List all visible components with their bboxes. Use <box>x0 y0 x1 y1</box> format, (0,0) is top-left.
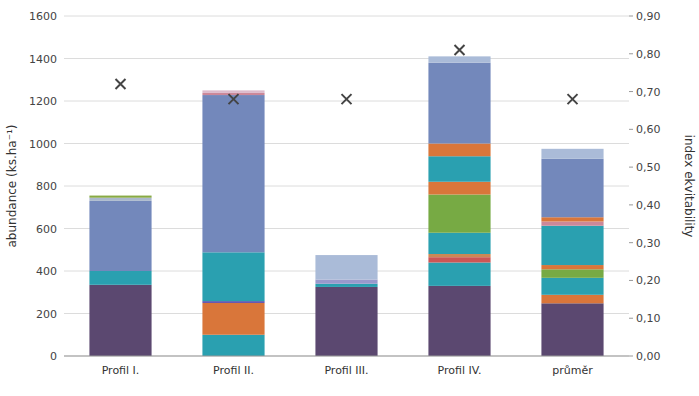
bar-segment <box>428 233 490 254</box>
bar-segment <box>202 93 264 95</box>
grid-line <box>64 58 629 59</box>
bar-segment <box>541 265 603 269</box>
y2-tick <box>629 91 633 92</box>
bar-segment <box>541 149 603 159</box>
y-tick-label: 1200 <box>29 95 57 108</box>
bar-segment <box>202 303 264 335</box>
y2-tick <box>629 167 633 168</box>
bar-segment <box>202 335 264 356</box>
bar-segment <box>428 254 490 257</box>
y2-tick <box>629 129 633 130</box>
bar-segment <box>315 255 377 279</box>
x-tick-label: průměr <box>552 364 593 377</box>
y2-tick-label: 0,00 <box>636 350 661 363</box>
y2-tick <box>629 318 633 319</box>
bar-segment <box>428 257 490 262</box>
bar-segment <box>202 301 264 303</box>
x-tick-label: Profil II. <box>213 364 254 377</box>
grid-line <box>64 356 629 357</box>
bar-segment <box>315 284 377 287</box>
chart: 0 200 400 600 800 1000 1200 1400 1600 0,00 0,10 0,2… <box>0 0 699 396</box>
y2-tick-label: 0,40 <box>636 199 661 212</box>
marker <box>568 94 578 104</box>
y2-tick <box>629 242 633 243</box>
bar-segment <box>541 303 603 356</box>
bar-segment <box>428 156 490 182</box>
bar-segment <box>202 95 264 252</box>
y-tick-label: 200 <box>36 308 57 321</box>
grid <box>64 16 629 356</box>
marker <box>342 94 352 104</box>
y2-tick-label: 0,80 <box>636 48 661 61</box>
bar-segment <box>428 56 490 62</box>
marks <box>89 45 603 356</box>
bar-segment <box>89 285 151 356</box>
page: {"chart_data": { "type": "bar", "stacked… <box>0 0 699 396</box>
bar-segment <box>541 159 603 217</box>
grid-line <box>64 143 629 144</box>
y-axis-label: abundance (ks.ha⁻¹) <box>5 124 19 247</box>
marker <box>229 94 239 104</box>
y-tick-label: 0 <box>50 350 57 363</box>
y-tick-label: 400 <box>36 265 57 278</box>
y2-tick-label: 0,50 <box>636 161 661 174</box>
x-tick-label: Profil IV. <box>438 364 482 377</box>
y-tick-label: 600 <box>36 223 57 236</box>
marker <box>455 45 465 55</box>
bar-segment <box>541 295 603 304</box>
bar-segment <box>89 201 151 271</box>
bar-segment <box>428 286 490 356</box>
bar-segment <box>89 271 151 285</box>
bar-segment <box>315 287 377 356</box>
y2-tick <box>629 280 633 281</box>
y-tick-label: 1000 <box>29 138 57 151</box>
bar-segment <box>202 90 264 93</box>
bar-segment <box>428 195 490 233</box>
x-tick-label: Profil I. <box>102 364 140 377</box>
bar-segment <box>428 263 490 286</box>
bar-segment <box>89 196 151 198</box>
y-tick-label: 1400 <box>29 53 57 66</box>
y2-tick-label: 0,10 <box>636 312 661 325</box>
marker <box>116 79 126 89</box>
bar-segment <box>89 198 151 201</box>
bar-segment <box>428 182 490 195</box>
y2-tick-label: 0,30 <box>636 237 661 250</box>
bar-segment <box>202 252 264 301</box>
y2-tick <box>629 53 633 54</box>
bar-segment <box>428 63 490 144</box>
bar-segment <box>541 221 603 225</box>
bar-segment <box>541 278 603 295</box>
x-tick-label: Profil III. <box>324 364 368 377</box>
bar-segment <box>541 226 603 265</box>
bar-segment <box>315 280 377 284</box>
y-tick-label: 800 <box>36 180 57 193</box>
y2-tick-label: 0,60 <box>636 123 661 136</box>
y-tick-label: 1600 <box>29 10 57 23</box>
y2-tick-label: 0,20 <box>636 274 661 287</box>
bar-segment <box>541 217 603 221</box>
bar-segment <box>428 144 490 157</box>
grid-line <box>64 101 629 102</box>
y2-axis-label: index ekvitability <box>682 135 696 238</box>
y2-tick <box>629 16 633 17</box>
bar-segment <box>541 269 603 278</box>
y2-tick <box>629 356 633 357</box>
y2-tick-label: 0,90 <box>636 10 661 23</box>
x-axis-line <box>64 356 629 357</box>
y2-tick-label: 0,70 <box>636 86 661 99</box>
grid-line <box>64 16 629 17</box>
y2-tick <box>629 204 633 205</box>
